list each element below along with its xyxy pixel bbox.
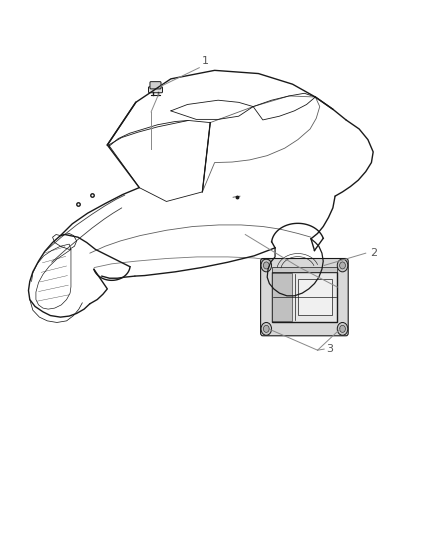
- Text: 2: 2: [370, 248, 377, 258]
- Circle shape: [337, 259, 348, 272]
- Circle shape: [261, 322, 272, 335]
- Text: 1: 1: [201, 56, 208, 66]
- Bar: [272, 266, 337, 272]
- Circle shape: [261, 259, 272, 272]
- Bar: [272, 272, 337, 322]
- FancyBboxPatch shape: [148, 87, 162, 93]
- FancyBboxPatch shape: [261, 259, 348, 336]
- Bar: [298, 279, 332, 315]
- Circle shape: [337, 322, 348, 335]
- Circle shape: [263, 262, 269, 269]
- FancyBboxPatch shape: [150, 82, 161, 89]
- Circle shape: [339, 262, 346, 269]
- Circle shape: [263, 325, 269, 333]
- Bar: [272, 273, 292, 321]
- Circle shape: [339, 325, 346, 333]
- Text: 3: 3: [326, 344, 333, 354]
